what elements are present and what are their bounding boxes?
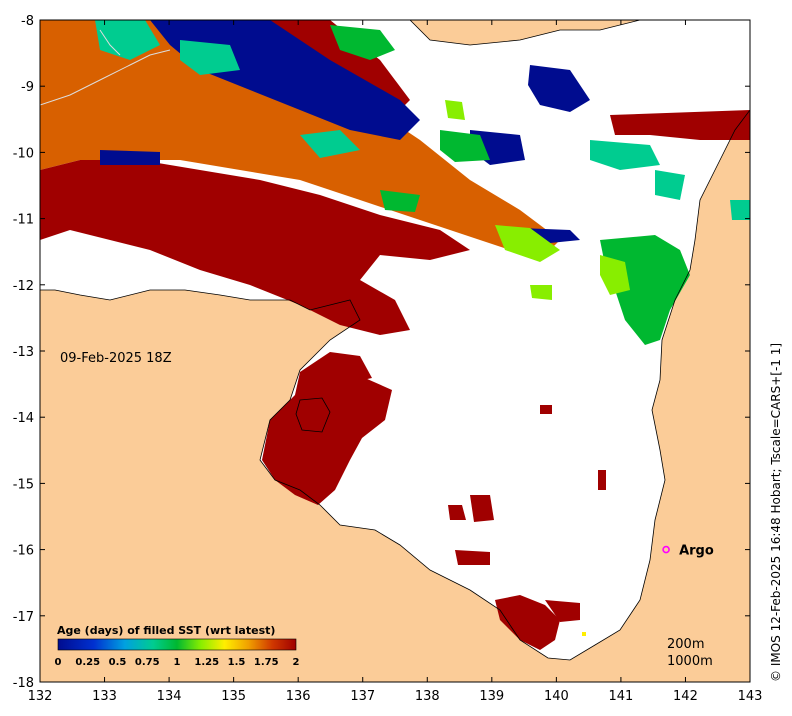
x-tick-label: 142 [673, 689, 698, 704]
x-tick-label: 133 [92, 689, 117, 704]
colorbar-tick-label: 1.25 [194, 657, 219, 668]
bathymetry-contour [40, 49, 171, 106]
x-tick-label: 139 [479, 689, 504, 704]
y-tick-label: -13 [13, 345, 34, 360]
colorbar-ticks: 0 0.25 0.5 0.75 1 1.25 1.5 1.75 2 [55, 657, 300, 668]
colorbar-tick-label: 0.5 [109, 657, 127, 668]
colorbar-tick-label: 0.25 [75, 657, 100, 668]
x-tick-label: 132 [28, 689, 53, 704]
y-tick-label: -17 [13, 610, 34, 625]
x-tick-label: 134 [157, 689, 182, 704]
colorbar-gradient [57, 638, 297, 651]
colorbar-tick-label: 2 [293, 657, 300, 668]
y-tick-label: -12 [13, 279, 34, 294]
x-tick-label: 140 [544, 689, 569, 704]
colorbar-title: Age (days) of filled SST (wrt latest) [57, 624, 275, 637]
y-tick-label: -11 [13, 213, 34, 228]
y-tick-label: -16 [13, 544, 34, 559]
x-tick-label: 138 [415, 689, 440, 704]
y-tick-label: -10 [13, 146, 34, 161]
colorbar-tick-label: 0 [55, 657, 62, 668]
x-tick-label: 136 [286, 689, 311, 704]
contour-label-1000m: 1000m [667, 654, 713, 669]
credit-text: © IMOS 12-Feb-2025 16:48 Hobart; Tscale=… [769, 343, 783, 682]
coastline [40, 109, 750, 661]
x-tick-label: 143 [738, 689, 763, 704]
x-tick-label: 141 [608, 689, 633, 704]
colorbar-tick-label: 1.5 [228, 657, 246, 668]
y-tick-label: -15 [13, 477, 34, 492]
argo-label: Argo [679, 544, 714, 559]
map-plot-area [40, 20, 750, 682]
colorbar-tick-label: 1 [174, 657, 181, 668]
date-label: 09-Feb-2025 18Z [60, 351, 172, 366]
x-axis: 132 133 134 135 136 137 138 139 140 141 142 143 [28, 20, 763, 704]
colorbar-tick-label: 1.75 [254, 657, 279, 668]
colorbar-tick-label: 0.75 [135, 657, 160, 668]
y-axis: -8 -9 -10 -11 -12 -13 -14 -15 -16 -17 -18 [13, 14, 750, 691]
y-tick-label: -8 [21, 14, 34, 29]
y-tick-label: -18 [13, 676, 34, 691]
contour-label-200m: 200m [667, 637, 704, 652]
y-tick-label: -14 [13, 411, 34, 426]
y-tick-label: -9 [21, 80, 34, 95]
argo-marker [662, 545, 670, 554]
x-tick-label: 137 [350, 689, 375, 704]
x-tick-label: 135 [221, 689, 246, 704]
sst-age-patches [40, 20, 750, 650]
